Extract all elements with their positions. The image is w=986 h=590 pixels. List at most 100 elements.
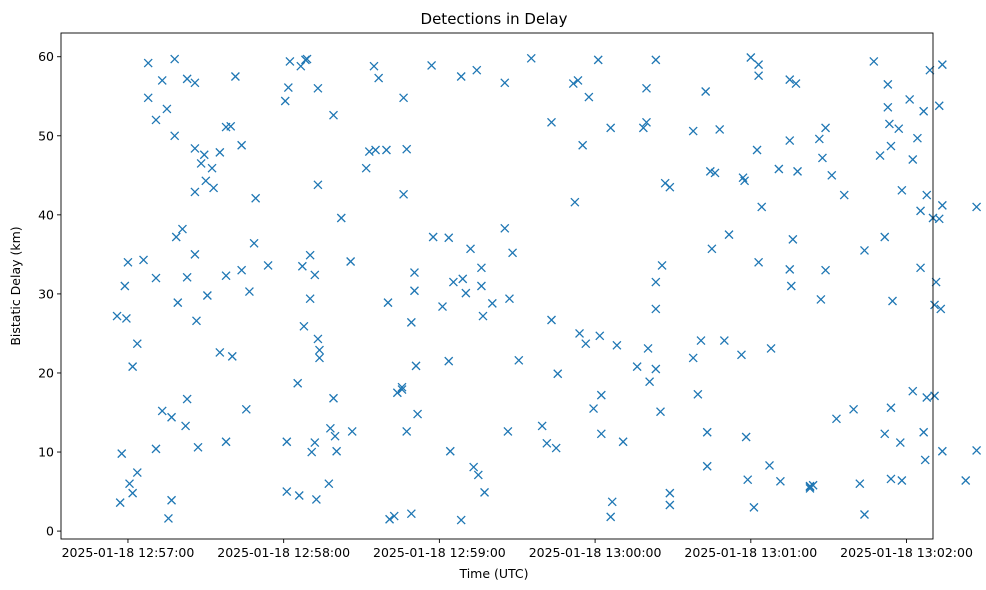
- y-axis: 0 10 20 30 40 50 60: [38, 49, 61, 539]
- data-point-38: [196, 158, 206, 168]
- data-point-122: [458, 274, 468, 284]
- data-point-237: [884, 119, 894, 129]
- data-point-66: [296, 61, 306, 71]
- data-point-171: [651, 304, 661, 314]
- data-point-270: [972, 445, 982, 455]
- data-point-31: [182, 272, 192, 282]
- data-point-59: [280, 96, 290, 106]
- data-point-230: [860, 510, 869, 519]
- data-point-83: [325, 423, 335, 433]
- data-point-95: [374, 73, 384, 83]
- data-point-47: [221, 271, 231, 281]
- data-point-57: [251, 193, 261, 203]
- data-point-173: [656, 407, 665, 417]
- data-point-244: [895, 438, 905, 448]
- data-points: [112, 53, 982, 525]
- data-point-268: [961, 476, 971, 485]
- data-point-30: [182, 394, 192, 404]
- data-point-198: [749, 502, 759, 512]
- data-point-242: [894, 124, 904, 134]
- data-point-24: [170, 131, 180, 141]
- y-tick-label-5: 50: [38, 128, 54, 143]
- data-point-90: [347, 427, 357, 436]
- data-point-55: [244, 287, 254, 296]
- data-point-4: [123, 257, 133, 267]
- data-point-204: [766, 343, 776, 353]
- data-point-75: [310, 438, 320, 448]
- data-point-212: [788, 234, 798, 244]
- data-point-180: [688, 126, 698, 136]
- data-point-109: [410, 268, 419, 278]
- data-point-228: [855, 479, 865, 489]
- data-point-37: [193, 442, 203, 452]
- y-axis-label: Bistatic Delay (km): [8, 226, 23, 345]
- x-axis-label: Time (UTC): [458, 566, 528, 581]
- data-point-7: [128, 362, 138, 372]
- data-point-19: [162, 104, 172, 114]
- data-point-219: [814, 134, 824, 144]
- data-point-20: [163, 513, 173, 523]
- data-point-223: [821, 265, 831, 275]
- data-point-239: [886, 403, 896, 413]
- data-point-49: [226, 121, 236, 131]
- data-point-64: [293, 378, 303, 388]
- data-point-189: [715, 124, 725, 134]
- data-point-115: [438, 302, 447, 312]
- data-point-107: [406, 317, 416, 327]
- data-point-27: [177, 224, 187, 234]
- data-point-93: [369, 61, 379, 71]
- data-point-208: [785, 75, 795, 85]
- data-point-159: [606, 512, 616, 522]
- x-tick-label-5: 2025-01-18 13:02:00: [840, 545, 973, 560]
- data-point-23: [170, 54, 180, 64]
- data-point-85: [329, 393, 338, 403]
- data-point-234: [880, 429, 890, 439]
- data-point-226: [839, 190, 849, 200]
- data-point-149: [575, 328, 584, 338]
- data-point-184: [702, 427, 712, 437]
- data-point-43: [209, 183, 219, 193]
- data-point-121: [456, 515, 466, 525]
- y-tick-label-3: 30: [38, 286, 54, 301]
- data-point-110: [410, 286, 419, 296]
- data-point-155: [595, 331, 605, 341]
- data-point-0: [112, 311, 122, 321]
- data-point-186: [705, 166, 715, 176]
- data-point-153: [589, 404, 599, 414]
- data-point-146: [568, 79, 578, 89]
- data-point-177: [665, 488, 675, 498]
- data-point-99: [389, 511, 399, 521]
- data-point-80: [315, 345, 324, 355]
- y-tick-label-0: 0: [46, 524, 54, 539]
- data-point-48: [221, 437, 231, 447]
- data-point-183: [701, 87, 711, 96]
- data-point-14: [151, 115, 161, 125]
- data-point-165: [642, 117, 651, 127]
- data-point-8: [128, 488, 138, 498]
- data-point-60: [282, 437, 292, 447]
- data-point-98: [385, 514, 395, 524]
- data-point-224: [827, 170, 837, 180]
- data-point-114: [428, 232, 438, 242]
- data-point-86: [330, 431, 340, 441]
- data-point-16: [151, 444, 161, 454]
- data-point-241: [888, 296, 897, 306]
- data-point-227: [849, 404, 859, 414]
- data-point-188: [710, 168, 720, 178]
- data-point-84: [329, 110, 338, 120]
- data-point-40: [201, 176, 211, 186]
- data-point-117: [444, 356, 454, 366]
- data-point-129: [476, 281, 486, 291]
- data-point-89: [346, 257, 356, 266]
- data-point-201: [754, 60, 764, 70]
- data-point-199: [752, 145, 762, 155]
- x-tick-label-1: 2025-01-18 12:58:00: [217, 545, 350, 560]
- data-point-11: [139, 255, 148, 265]
- data-point-44: [215, 147, 225, 157]
- data-point-144: [551, 443, 561, 453]
- data-point-236: [883, 102, 893, 112]
- data-point-97: [383, 298, 393, 308]
- data-point-96: [381, 145, 391, 155]
- data-point-56: [249, 238, 259, 248]
- data-point-261: [930, 391, 940, 401]
